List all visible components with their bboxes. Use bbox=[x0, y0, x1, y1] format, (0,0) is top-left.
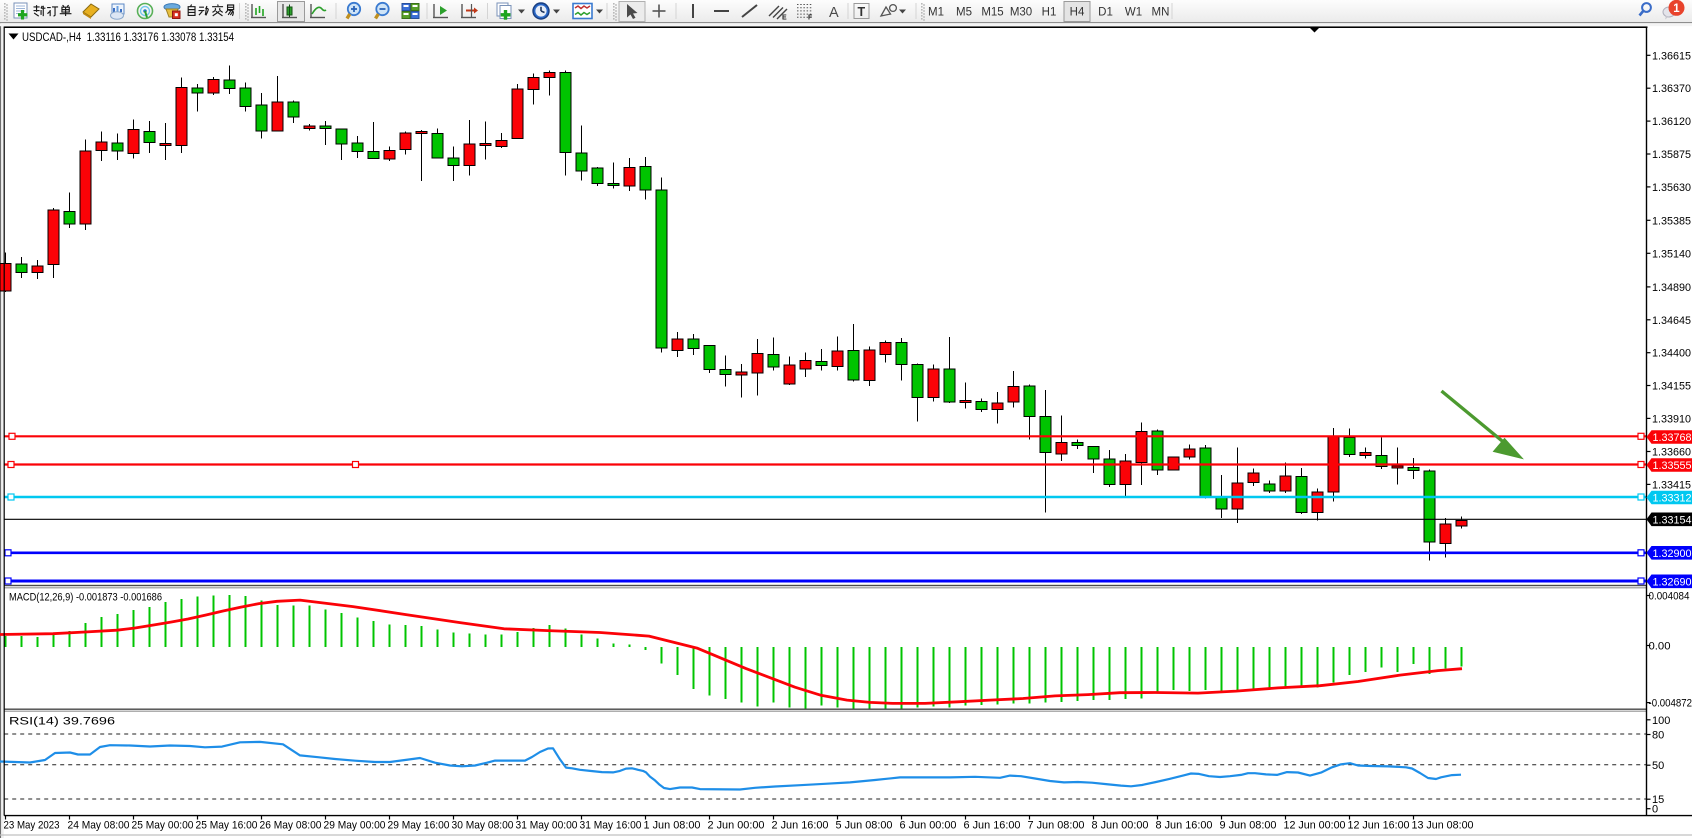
svg-text:M15: M15 bbox=[981, 6, 1003, 18]
svg-text:MACD(12,26,9) -0.001873 -0.001: MACD(12,26,9) -0.001873 -0.001686 bbox=[9, 592, 162, 604]
svg-text:D1: D1 bbox=[1098, 6, 1113, 18]
svg-text:50: 50 bbox=[1652, 760, 1664, 772]
svg-text:15: 15 bbox=[1652, 794, 1664, 806]
svg-text:1.32900: 1.32900 bbox=[1653, 548, 1692, 560]
svg-text:1: 1 bbox=[1673, 3, 1680, 15]
svg-text:T: T bbox=[858, 5, 866, 19]
svg-text:1.34645: 1.34645 bbox=[1652, 315, 1691, 327]
svg-text:-0.004872: -0.004872 bbox=[1649, 698, 1692, 710]
svg-text:25 May 00:00: 25 May 00:00 bbox=[132, 820, 194, 832]
svg-text:26 May 08:00: 26 May 08:00 bbox=[260, 820, 322, 832]
svg-text:0: 0 bbox=[1652, 804, 1658, 816]
svg-text:6 Jun 16:00: 6 Jun 16:00 bbox=[964, 820, 1021, 832]
svg-text:1.35630: 1.35630 bbox=[1652, 182, 1691, 194]
svg-text:1.33768: 1.33768 bbox=[1653, 432, 1692, 444]
svg-text:M5: M5 bbox=[956, 6, 972, 18]
svg-text:31 May 16:00: 31 May 16:00 bbox=[580, 820, 642, 832]
svg-text:2 Jun 16:00: 2 Jun 16:00 bbox=[772, 820, 829, 832]
svg-text:USDCAD-,H4 1.33116 1.33176 1.: USDCAD-,H4 1.33116 1.33176 1.33078 1.331… bbox=[22, 32, 235, 44]
svg-text:12 Jun 00:00: 12 Jun 00:00 bbox=[1284, 820, 1346, 832]
svg-text:6 Jun 00:00: 6 Jun 00:00 bbox=[900, 820, 957, 832]
svg-text:7 Jun 08:00: 7 Jun 08:00 bbox=[1028, 820, 1085, 832]
svg-text:1.34155: 1.34155 bbox=[1652, 381, 1691, 393]
svg-text:H4: H4 bbox=[1070, 6, 1085, 18]
svg-text:8 Jun 00:00: 8 Jun 00:00 bbox=[1092, 820, 1149, 832]
svg-text:W1: W1 bbox=[1125, 6, 1142, 18]
svg-text:1.33415: 1.33415 bbox=[1652, 479, 1691, 491]
svg-text:1.32690: 1.32690 bbox=[1653, 576, 1692, 588]
svg-text:29 May 00:00: 29 May 00:00 bbox=[324, 820, 386, 832]
svg-text:M30: M30 bbox=[1010, 6, 1032, 18]
svg-text:9 Jun 08:00: 9 Jun 08:00 bbox=[1220, 820, 1277, 832]
svg-text:29 May 16:00: 29 May 16:00 bbox=[388, 820, 450, 832]
svg-text:31 May 00:00: 31 May 00:00 bbox=[516, 820, 578, 832]
svg-text:M1: M1 bbox=[928, 6, 944, 18]
svg-text:1.33154: 1.33154 bbox=[1653, 514, 1692, 526]
svg-text:1.33910: 1.33910 bbox=[1652, 413, 1691, 425]
svg-text:1.33660: 1.33660 bbox=[1652, 447, 1691, 459]
svg-text:1.35875: 1.35875 bbox=[1652, 149, 1691, 161]
svg-text:RSI(14) 39.7696: RSI(14) 39.7696 bbox=[9, 716, 115, 728]
svg-text:8 Jun 16:00: 8 Jun 16:00 bbox=[1156, 820, 1213, 832]
svg-text:1.35140: 1.35140 bbox=[1652, 248, 1691, 260]
svg-text:1.34890: 1.34890 bbox=[1652, 282, 1691, 294]
svg-text:80: 80 bbox=[1652, 730, 1664, 742]
svg-text:0.004084: 0.004084 bbox=[1649, 591, 1690, 603]
svg-text:0.00: 0.00 bbox=[1649, 641, 1671, 653]
svg-text:5 Jun 08:00: 5 Jun 08:00 bbox=[836, 820, 893, 832]
svg-text:MN: MN bbox=[1152, 6, 1170, 18]
svg-text:1.35385: 1.35385 bbox=[1652, 215, 1691, 227]
svg-text:1.36370: 1.36370 bbox=[1652, 83, 1691, 95]
svg-text:F: F bbox=[808, 15, 813, 22]
svg-text:30 May 08:00: 30 May 08:00 bbox=[452, 820, 514, 832]
svg-text:E: E bbox=[782, 15, 787, 22]
svg-text:23 May 2023: 23 May 2023 bbox=[4, 820, 60, 832]
svg-text:100: 100 bbox=[1652, 715, 1670, 727]
svg-text:24 May 08:00: 24 May 08:00 bbox=[68, 820, 130, 832]
svg-text:1.33312: 1.33312 bbox=[1653, 493, 1692, 505]
svg-text:H1: H1 bbox=[1042, 6, 1057, 18]
svg-text:13 Jun 08:00: 13 Jun 08:00 bbox=[1412, 820, 1474, 832]
svg-text:1 Jun 08:00: 1 Jun 08:00 bbox=[644, 820, 701, 832]
svg-text:25 May 16:00: 25 May 16:00 bbox=[196, 820, 258, 832]
svg-text:A: A bbox=[829, 5, 839, 21]
svg-text:2 Jun 00:00: 2 Jun 00:00 bbox=[708, 820, 765, 832]
svg-text:12 Jun 16:00: 12 Jun 16:00 bbox=[1348, 820, 1410, 832]
svg-text:1.34400: 1.34400 bbox=[1652, 348, 1691, 360]
svg-text:1.36120: 1.36120 bbox=[1652, 116, 1691, 128]
svg-text:1.36615: 1.36615 bbox=[1652, 50, 1691, 62]
svg-text:1.33555: 1.33555 bbox=[1653, 460, 1692, 472]
